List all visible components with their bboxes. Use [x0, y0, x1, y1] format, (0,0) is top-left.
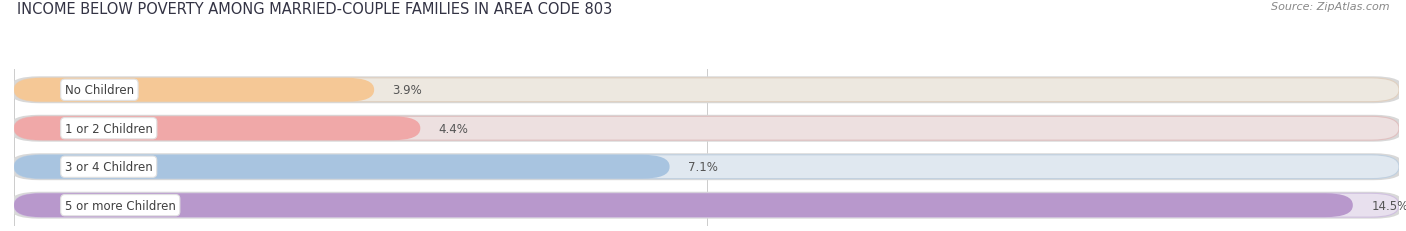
Text: No Children: No Children: [65, 84, 134, 97]
Text: 3 or 4 Children: 3 or 4 Children: [65, 161, 153, 173]
FancyBboxPatch shape: [14, 79, 374, 102]
Text: Source: ZipAtlas.com: Source: ZipAtlas.com: [1271, 2, 1389, 12]
FancyBboxPatch shape: [10, 154, 1403, 180]
Text: 14.5%: 14.5%: [1371, 199, 1406, 212]
FancyBboxPatch shape: [14, 155, 1399, 179]
FancyBboxPatch shape: [14, 117, 420, 140]
FancyBboxPatch shape: [14, 155, 669, 179]
Text: 1 or 2 Children: 1 or 2 Children: [65, 122, 153, 135]
FancyBboxPatch shape: [10, 77, 1403, 104]
FancyBboxPatch shape: [14, 193, 1353, 217]
Text: INCOME BELOW POVERTY AMONG MARRIED-COUPLE FAMILIES IN AREA CODE 803: INCOME BELOW POVERTY AMONG MARRIED-COUPL…: [17, 2, 612, 17]
FancyBboxPatch shape: [14, 117, 1399, 140]
FancyBboxPatch shape: [10, 192, 1403, 219]
FancyBboxPatch shape: [10, 115, 1403, 142]
Text: 4.4%: 4.4%: [439, 122, 468, 135]
Text: 5 or more Children: 5 or more Children: [65, 199, 176, 212]
FancyBboxPatch shape: [14, 193, 1399, 217]
Text: 3.9%: 3.9%: [392, 84, 422, 97]
Text: 7.1%: 7.1%: [688, 161, 718, 173]
FancyBboxPatch shape: [14, 79, 1399, 102]
